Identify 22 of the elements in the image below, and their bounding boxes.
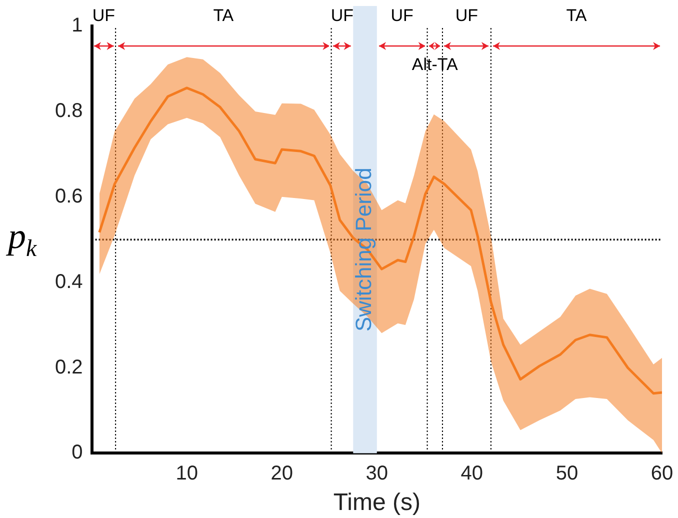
- x-tick-label: 30: [366, 462, 388, 485]
- y-tick-label: 0: [72, 442, 83, 464]
- x-tick-label: 40: [460, 462, 484, 485]
- y-tick-label: 0.8: [54, 100, 83, 122]
- x-axis-title: Time (s): [333, 489, 420, 516]
- annotation: TA: [566, 6, 588, 25]
- y-tick-label: 0.4: [54, 270, 83, 293]
- x-tick-label: 50: [556, 462, 578, 485]
- annotation: UF: [455, 6, 478, 25]
- y-axis-title: p$_{k}$: [8, 215, 37, 264]
- annotation: UF: [330, 6, 354, 25]
- y-tick-label: 0.2: [54, 356, 83, 378]
- band-label: Switching Period: [351, 168, 376, 332]
- annotation: UF: [390, 6, 414, 25]
- x-tick-label: 10: [176, 462, 198, 485]
- annotation: UF: [92, 6, 116, 25]
- x-tick-label: 20: [270, 462, 293, 485]
- annotation: Alt-TA: [412, 54, 459, 74]
- x-tick-label: 60: [650, 462, 674, 485]
- y-tick-label: 1: [72, 14, 83, 37]
- y-tick-label: 0.6: [54, 185, 83, 208]
- annotation: TA: [213, 6, 234, 25]
